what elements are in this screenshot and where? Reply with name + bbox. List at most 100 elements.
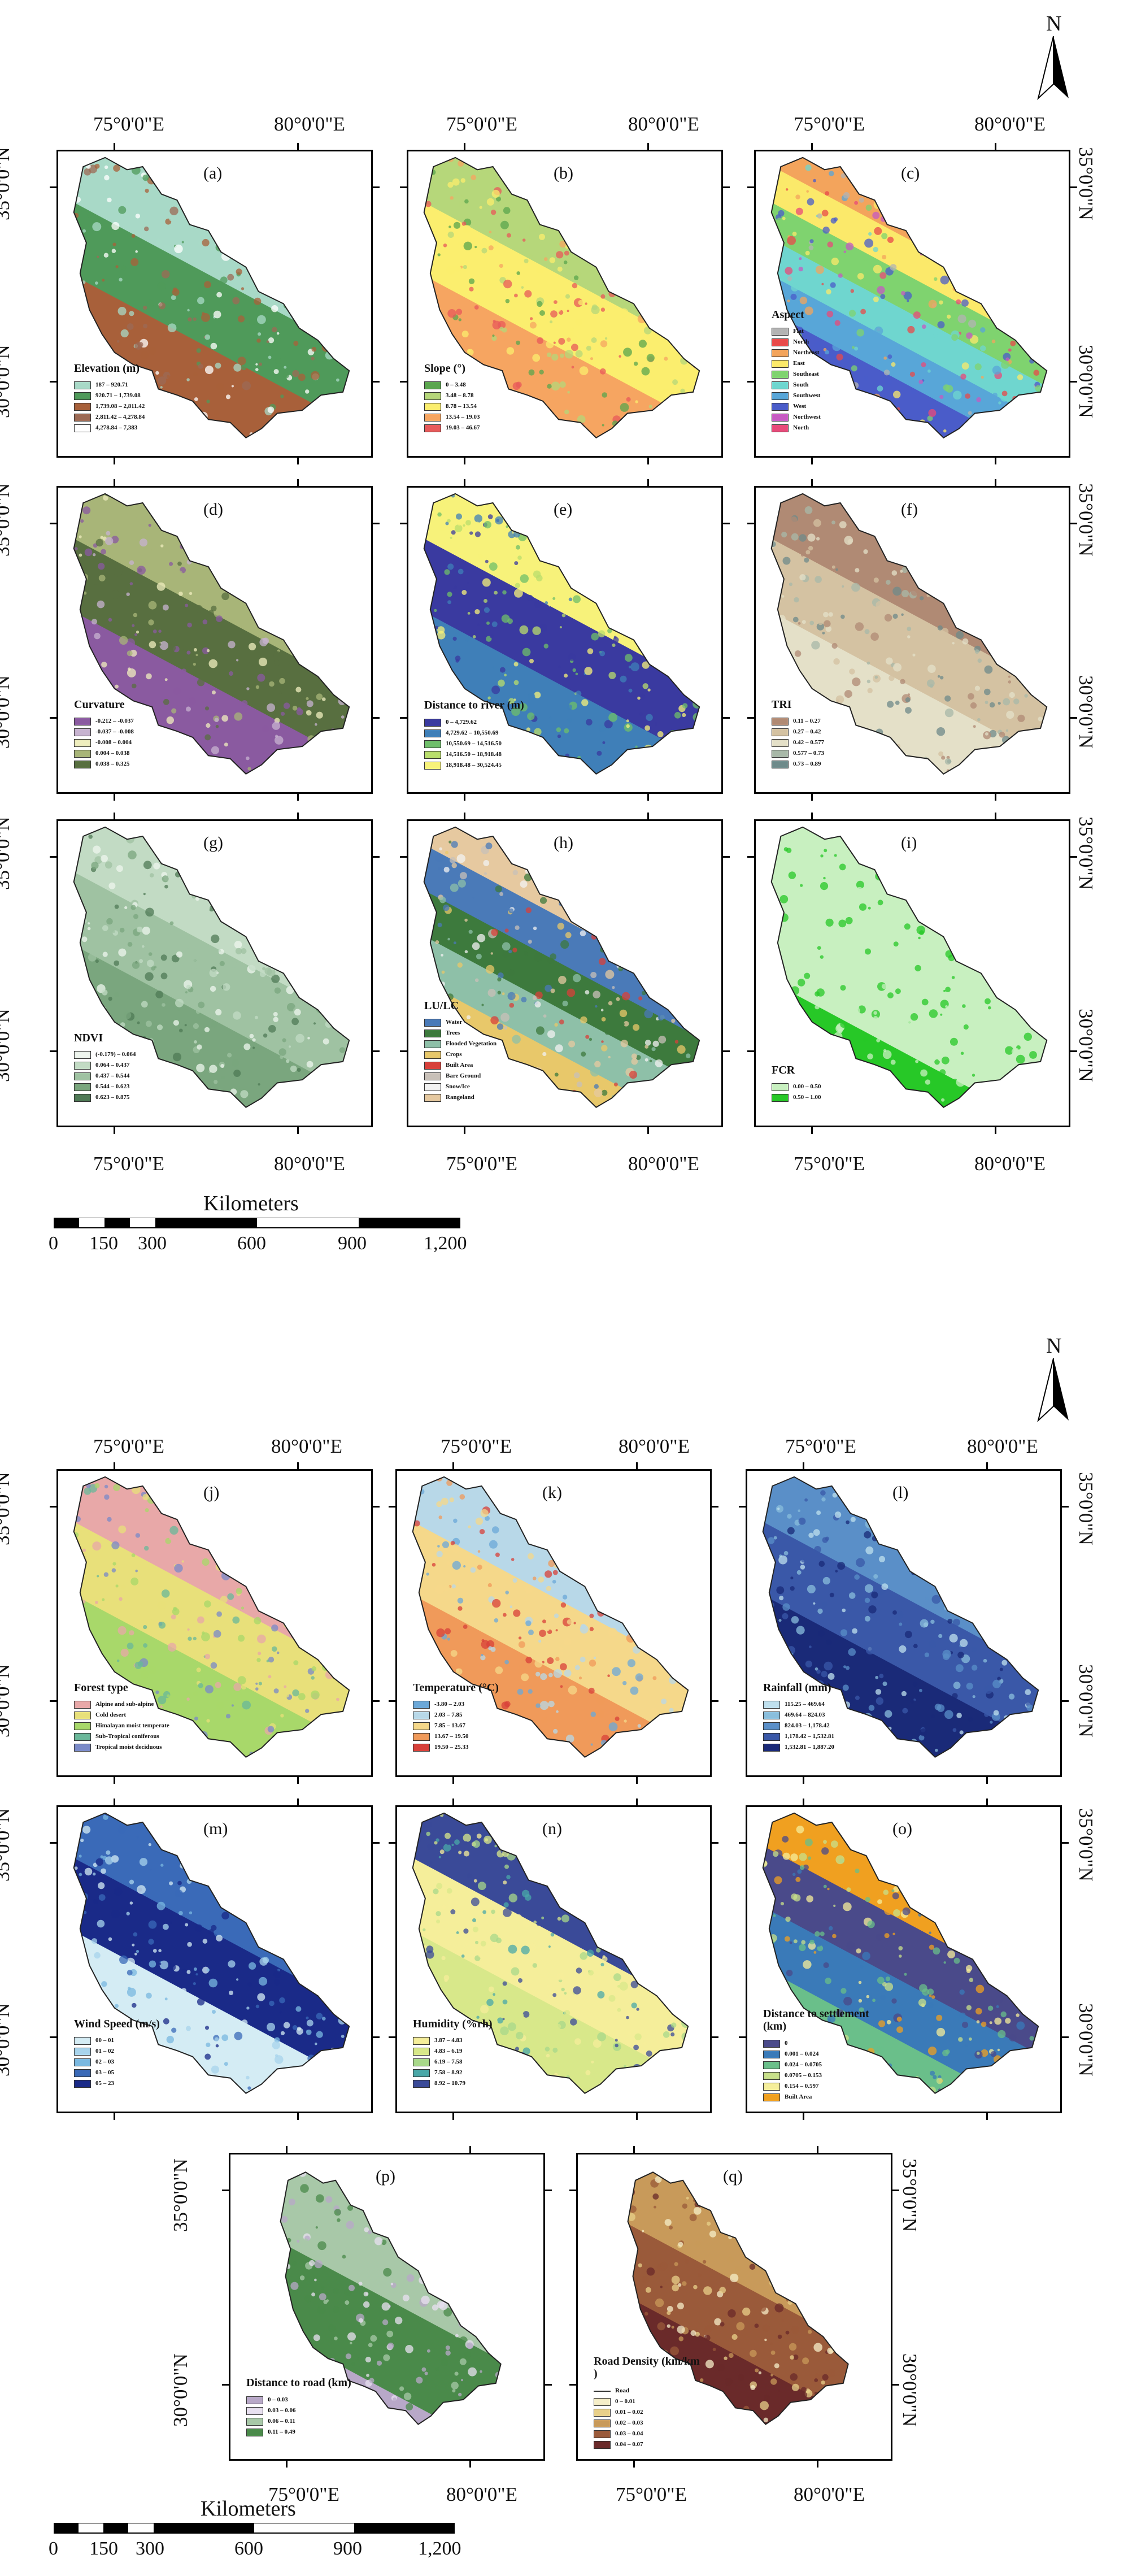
legend-item-label: 2.03 – 7.85 bbox=[434, 1711, 463, 1718]
legend-item: West bbox=[772, 401, 821, 412]
legend-swatch bbox=[246, 2428, 263, 2436]
lat-label: 35°0'0"N bbox=[0, 147, 14, 220]
legend-title: Slope (°) bbox=[424, 362, 465, 375]
legend-swatch bbox=[74, 1700, 91, 1709]
graticule-tick bbox=[647, 1127, 649, 1134]
legend-item-label: 0.11 – 0.27 bbox=[793, 718, 821, 724]
graticule-tick bbox=[50, 716, 56, 719]
legend-item-label: Alpine and sub-alpine bbox=[95, 1701, 154, 1708]
graticule-tick bbox=[994, 794, 996, 801]
legend-swatch bbox=[424, 1018, 441, 1027]
legend-title: Distance to river (m) bbox=[424, 699, 524, 711]
legend-swatch bbox=[424, 750, 441, 759]
graticule-tick bbox=[50, 856, 56, 858]
legend-item-label: -0.212 – -0.037 bbox=[95, 718, 134, 724]
legend-swatch bbox=[424, 1083, 441, 1091]
legend-swatch bbox=[763, 2082, 780, 2091]
lat-label: 35°0'0"N bbox=[0, 816, 14, 890]
legend-swatch bbox=[246, 2406, 263, 2415]
legend-item-label: West bbox=[793, 403, 807, 410]
legend-item-label: 1,178.42 – 1,532.81 bbox=[785, 1733, 834, 1740]
graticule-tick bbox=[802, 2113, 804, 2120]
graticule-tick bbox=[723, 186, 730, 189]
graticule-tick bbox=[811, 479, 813, 486]
north-arrow-icon bbox=[1037, 36, 1069, 100]
legend: Distance to settlement (km) 0 0.001 – 0.02… bbox=[763, 2008, 870, 2102]
legend-item-label: 0.064 – 0.437 bbox=[95, 1062, 130, 1068]
legend-swatch bbox=[763, 1722, 780, 1730]
lat-label: 30°0'0"N bbox=[1074, 675, 1097, 749]
region-map bbox=[412, 1476, 689, 1758]
legend-swatch bbox=[772, 338, 789, 346]
legend-item: 0.73 – 0.89 bbox=[772, 759, 824, 770]
legend-title: LU/LC bbox=[424, 1000, 459, 1012]
graticule-tick bbox=[712, 1700, 718, 1702]
legend-title: Elevation (m) bbox=[74, 362, 140, 375]
lon-label: 75°0'0"E bbox=[794, 1153, 865, 1175]
legend: Distance to road (km) 0 – 0.03 0.03 – 0.06… bbox=[246, 2377, 351, 2438]
legend: Curvature -0.212 – -0.037 -0.037 – -0.008 -… bbox=[74, 699, 134, 770]
region-map bbox=[627, 2171, 849, 2425]
legend-item-label: Southeast bbox=[793, 371, 819, 377]
legend-item: Rangeland bbox=[424, 1092, 497, 1103]
graticule-tick bbox=[994, 143, 996, 150]
legend-item: Flooded Vegetation bbox=[424, 1039, 497, 1049]
legend-swatch bbox=[413, 1722, 430, 1730]
graticule-tick bbox=[892, 2383, 899, 2386]
legend-swatch bbox=[424, 1029, 441, 1037]
legend-swatch bbox=[413, 2079, 430, 2088]
legend-item: Crops bbox=[424, 1049, 497, 1060]
graticule-tick bbox=[222, 2383, 229, 2386]
legend-item: 14,516.50 – 18,918.48 bbox=[424, 749, 524, 760]
graticule-tick bbox=[747, 1050, 754, 1052]
legend-item: 0.01 – 0.02 bbox=[594, 2407, 701, 2418]
graticule-tick bbox=[373, 856, 380, 858]
lon-label: 80°0'0"E bbox=[274, 113, 345, 135]
legend-item: 920.71 – 1,739.08 bbox=[74, 390, 145, 401]
graticule-tick bbox=[723, 380, 730, 383]
legend-swatch bbox=[74, 760, 91, 768]
panel-label: (f) bbox=[901, 500, 918, 519]
legend-item: 03 – 05 bbox=[74, 2067, 160, 2078]
lon-label: 80°0'0"E bbox=[974, 113, 1046, 135]
lat-label: 30°0'0"N bbox=[0, 1009, 14, 1082]
legend-swatch bbox=[772, 717, 789, 726]
legend-item-label: 115.25 – 469.64 bbox=[785, 1701, 825, 1708]
legend: Wind Speed (m/s) 00 – 01 01 – 02 02 – 03 03 … bbox=[74, 2018, 160, 2089]
legend-item: Snow/Ice bbox=[424, 1081, 497, 1092]
legend-item: 0.04 – 0.07 bbox=[594, 2439, 701, 2450]
graticule-tick bbox=[297, 143, 299, 150]
graticule-tick bbox=[389, 1506, 395, 1508]
legend: Temperature (°C) -3.80 – 2.03 2.03 – 7.85 7… bbox=[413, 1682, 499, 1753]
panel-label: (a) bbox=[203, 164, 223, 183]
lat-label: 35°0'0"N bbox=[1074, 1808, 1097, 1882]
legend-swatch bbox=[772, 327, 789, 336]
scale-title: Kilometers bbox=[201, 2497, 296, 2521]
legend-swatch bbox=[424, 1061, 441, 1070]
legend-item: Southwest bbox=[772, 390, 821, 401]
legend-item: 0.06 – 0.11 bbox=[246, 2416, 351, 2427]
legend: FCR 0.00 – 0.50 0.50 – 1.00 bbox=[772, 1065, 821, 1103]
legend-swatch bbox=[424, 718, 441, 727]
legend-swatch bbox=[74, 1711, 91, 1719]
graticule-tick bbox=[545, 2190, 552, 2192]
region-map bbox=[423, 493, 700, 775]
graticule-tick bbox=[400, 1050, 407, 1052]
region-map bbox=[770, 493, 1048, 775]
panel-label: (p) bbox=[376, 2167, 395, 2186]
legend-item-label: Road bbox=[615, 2387, 630, 2394]
graticule-tick bbox=[297, 2113, 299, 2120]
graticule-tick bbox=[747, 186, 754, 189]
region-map bbox=[770, 157, 1048, 438]
legend-item-label: North bbox=[793, 424, 809, 431]
legend-swatch bbox=[594, 2419, 611, 2427]
legend-swatch bbox=[763, 1732, 780, 1741]
legend-item: 0 – 3.48 bbox=[424, 380, 480, 390]
graticule-tick bbox=[892, 2190, 899, 2192]
legend-item-label: Water bbox=[446, 1019, 463, 1026]
graticule-tick bbox=[569, 2383, 576, 2386]
graticule-tick bbox=[994, 813, 996, 819]
lat-label: 30°0'0"N bbox=[1074, 1664, 1097, 1737]
graticule-tick bbox=[1062, 2036, 1069, 2038]
lat-label: 35°0'0"N bbox=[1074, 483, 1097, 557]
